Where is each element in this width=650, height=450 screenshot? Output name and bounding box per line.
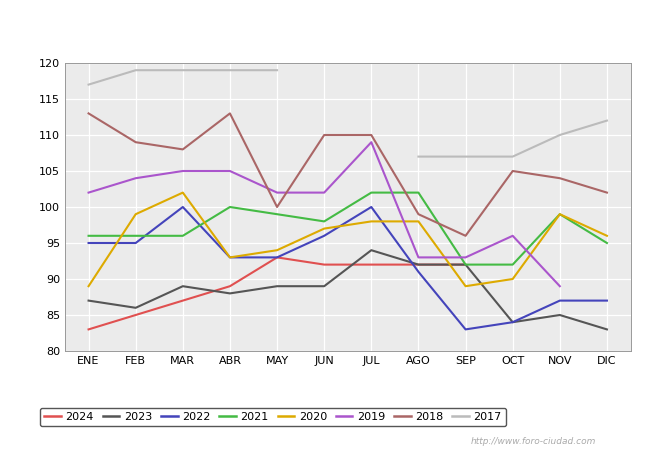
Text: http://www.foro-ciudad.com: http://www.foro-ciudad.com bbox=[471, 436, 595, 446]
2019 bbox=[320, 190, 328, 195]
2024 bbox=[179, 298, 187, 303]
2023 bbox=[179, 284, 187, 289]
2022 bbox=[273, 255, 281, 260]
2021 bbox=[273, 212, 281, 217]
2023 bbox=[132, 305, 140, 310]
2020 bbox=[367, 219, 375, 224]
2024 bbox=[320, 262, 328, 267]
2021 bbox=[462, 262, 469, 267]
2023 bbox=[273, 284, 281, 289]
2020 bbox=[556, 212, 564, 217]
2017 bbox=[226, 68, 234, 73]
2021 bbox=[132, 233, 140, 238]
2017 bbox=[179, 68, 187, 73]
2019 bbox=[226, 168, 234, 174]
2020 bbox=[226, 255, 234, 260]
2023 bbox=[320, 284, 328, 289]
2018 bbox=[132, 140, 140, 145]
2021 bbox=[415, 190, 422, 195]
2018 bbox=[273, 204, 281, 210]
2022 bbox=[462, 327, 469, 332]
Text: Afiliados en Miranda del Castañar a 30/9/2024: Afiliados en Miranda del Castañar a 30/9… bbox=[116, 18, 534, 36]
2024 bbox=[415, 262, 422, 267]
2018 bbox=[179, 147, 187, 152]
2019 bbox=[367, 140, 375, 145]
2020 bbox=[273, 248, 281, 253]
2018 bbox=[603, 190, 611, 195]
2021 bbox=[226, 204, 234, 210]
2022 bbox=[132, 240, 140, 246]
2022 bbox=[367, 204, 375, 210]
2021 bbox=[179, 233, 187, 238]
Line: 2022: 2022 bbox=[88, 207, 607, 329]
Legend: 2024, 2023, 2022, 2021, 2020, 2019, 2018, 2017: 2024, 2023, 2022, 2021, 2020, 2019, 2018… bbox=[40, 408, 506, 427]
2021 bbox=[367, 190, 375, 195]
2019 bbox=[132, 176, 140, 181]
2020 bbox=[462, 284, 469, 289]
2020 bbox=[415, 219, 422, 224]
2021 bbox=[320, 219, 328, 224]
2024 bbox=[132, 312, 140, 318]
Line: 2024: 2024 bbox=[88, 257, 465, 329]
2020 bbox=[603, 233, 611, 238]
2018 bbox=[509, 168, 517, 174]
2018 bbox=[320, 132, 328, 138]
2022 bbox=[603, 298, 611, 303]
2021 bbox=[84, 233, 92, 238]
2019 bbox=[462, 255, 469, 260]
2022 bbox=[179, 204, 187, 210]
2023 bbox=[367, 248, 375, 253]
2023 bbox=[84, 298, 92, 303]
2020 bbox=[179, 190, 187, 195]
Line: 2019: 2019 bbox=[88, 142, 560, 286]
2024 bbox=[462, 262, 469, 267]
2024 bbox=[226, 284, 234, 289]
2020 bbox=[132, 212, 140, 217]
2019 bbox=[84, 190, 92, 195]
2018 bbox=[415, 212, 422, 217]
2018 bbox=[226, 111, 234, 116]
2019 bbox=[179, 168, 187, 174]
2022 bbox=[556, 298, 564, 303]
Line: 2017: 2017 bbox=[88, 70, 277, 85]
2021 bbox=[556, 212, 564, 217]
2020 bbox=[84, 284, 92, 289]
2020 bbox=[320, 226, 328, 231]
2023 bbox=[603, 327, 611, 332]
2022 bbox=[226, 255, 234, 260]
2018 bbox=[84, 111, 92, 116]
2018 bbox=[462, 233, 469, 238]
2023 bbox=[509, 320, 517, 325]
2022 bbox=[509, 320, 517, 325]
2023 bbox=[226, 291, 234, 296]
2023 bbox=[556, 312, 564, 318]
2023 bbox=[415, 262, 422, 267]
2018 bbox=[556, 176, 564, 181]
2024 bbox=[84, 327, 92, 332]
2017 bbox=[132, 68, 140, 73]
2022 bbox=[320, 233, 328, 238]
2024 bbox=[367, 262, 375, 267]
2018 bbox=[367, 132, 375, 138]
Line: 2018: 2018 bbox=[88, 113, 607, 236]
2022 bbox=[415, 269, 422, 274]
2019 bbox=[556, 284, 564, 289]
2024 bbox=[273, 255, 281, 260]
2019 bbox=[415, 255, 422, 260]
2022 bbox=[84, 240, 92, 246]
2017 bbox=[84, 82, 92, 87]
2021 bbox=[509, 262, 517, 267]
Line: 2020: 2020 bbox=[88, 193, 607, 286]
2017 bbox=[273, 68, 281, 73]
2021 bbox=[603, 240, 611, 246]
Line: 2023: 2023 bbox=[88, 250, 607, 329]
2019 bbox=[273, 190, 281, 195]
2023 bbox=[462, 262, 469, 267]
Line: 2021: 2021 bbox=[88, 193, 607, 265]
2020 bbox=[509, 276, 517, 282]
2019 bbox=[509, 233, 517, 238]
